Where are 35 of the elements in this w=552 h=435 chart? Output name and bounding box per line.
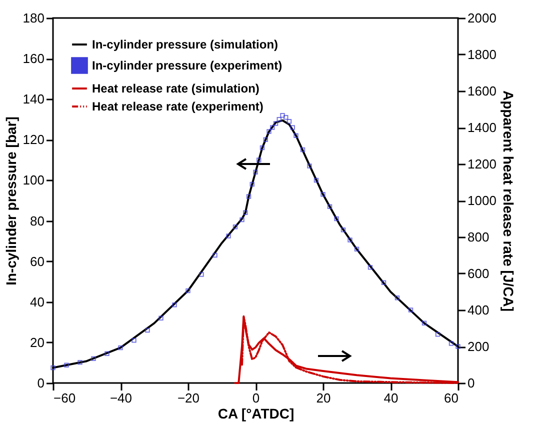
y-tick-label: 80 [30, 213, 44, 228]
y-tick-label: 40 [30, 294, 44, 310]
legend-label: In-cylinder pressure (simulation) [92, 38, 278, 52]
y-tick-label: 100 [22, 172, 44, 188]
x-tick-label: −60 [54, 390, 76, 406]
x-tick-label: −40 [110, 390, 132, 406]
x-tick-label: 60 [444, 390, 458, 406]
y-tick-label: 60 [30, 254, 44, 269]
y-tick-label: 180 [22, 10, 44, 26]
y2-tick-label: 400 [468, 302, 490, 318]
y2-tick-label: 1600 [468, 84, 496, 98]
x-tick-label: 20 [316, 390, 331, 406]
y2-tick-label: 1200 [468, 156, 496, 172]
y-tick-label: 140 [22, 92, 44, 107]
y-tick-label: 120 [22, 132, 44, 148]
y2-axis-title: Apparent heat release rate [J/CA] [500, 90, 516, 312]
y2-tick-label: 1000 [468, 193, 496, 208]
x-axis-title: CA [°ATDC] [218, 406, 294, 422]
y-axis-title: In-cylinder pressure [bar] [2, 116, 19, 286]
x-tick-label: 40 [384, 390, 398, 406]
y2-tick-label: 800 [468, 230, 490, 244]
x-tick-label: −20 [177, 390, 200, 406]
y2-tick-label: 600 [468, 266, 490, 281]
legend-label: In-cylinder pressure (experiment) [92, 58, 282, 72]
y-tick-label: 20 [30, 334, 44, 350]
y2-tick-label: 2000 [468, 10, 496, 26]
legend-label: Heat release rate (experiment) [92, 100, 264, 114]
y2-tick-label: 1400 [468, 120, 496, 135]
y2-tick-label: 200 [468, 339, 490, 354]
y-tick-label: 160 [22, 51, 44, 66]
y2-tick-label: 0 [468, 376, 475, 390]
y-tick-label: 0 [37, 376, 44, 390]
y2-tick-label: 1800 [468, 47, 496, 62]
legend-label: Heat release rate (simulation) [92, 82, 260, 96]
x-tick-label: 0 [252, 390, 260, 406]
